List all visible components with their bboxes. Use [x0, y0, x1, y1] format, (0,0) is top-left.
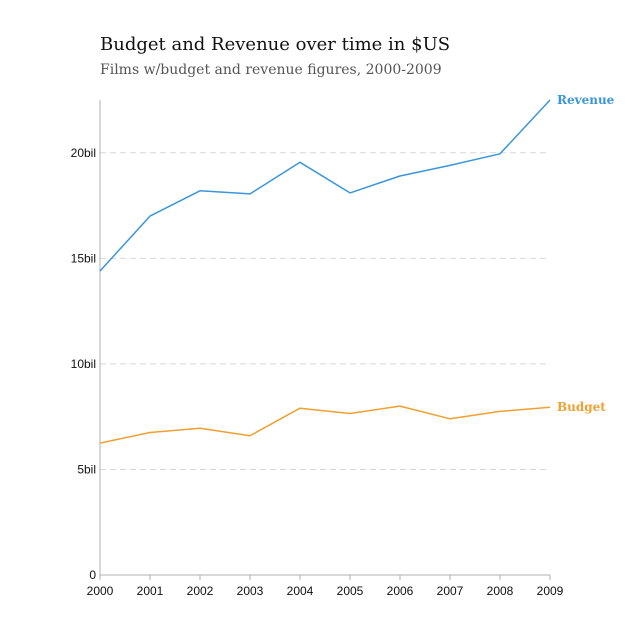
x-tick-label: 2001	[137, 584, 164, 598]
y-tick-label: 20bil	[71, 146, 96, 160]
series-line-budget	[99, 405, 551, 444]
chart-subtitle: Films w/budget and revenue figures, 2000…	[100, 62, 442, 78]
x-tick-label: 2003	[237, 584, 264, 598]
x-tick-label: 2000	[87, 584, 114, 598]
series-label-budget: Budget	[557, 400, 606, 414]
y-tick-label: 10bil	[71, 357, 96, 371]
y-tick-label: 5bil	[77, 462, 96, 476]
x-tick-label: 2005	[337, 584, 364, 598]
tick-labels: 0 5bil 10bil 15bil 20bil 2000 2001 2002 2003 2004…	[71, 146, 564, 598]
x-tick-label: 2008	[487, 584, 514, 598]
chart-title: Budget and Revenue over time in $US	[100, 34, 451, 55]
y-tick-label: 15bil	[71, 251, 96, 265]
axes	[99, 100, 551, 580]
series-lines	[99, 99, 551, 444]
gridlines	[100, 152, 550, 470]
x-tick-label: 2009	[537, 584, 564, 598]
x-tick-label: 2004	[287, 584, 314, 598]
y-tick-label: 0	[89, 568, 96, 582]
x-tick-label: 2007	[437, 584, 464, 598]
series-labels: Revenue Budget	[557, 93, 615, 414]
x-tick-label: 2006	[387, 584, 414, 598]
series-line-revenue	[99, 99, 551, 272]
x-tick-label: 2002	[187, 584, 214, 598]
series-label-revenue: Revenue	[557, 93, 615, 107]
